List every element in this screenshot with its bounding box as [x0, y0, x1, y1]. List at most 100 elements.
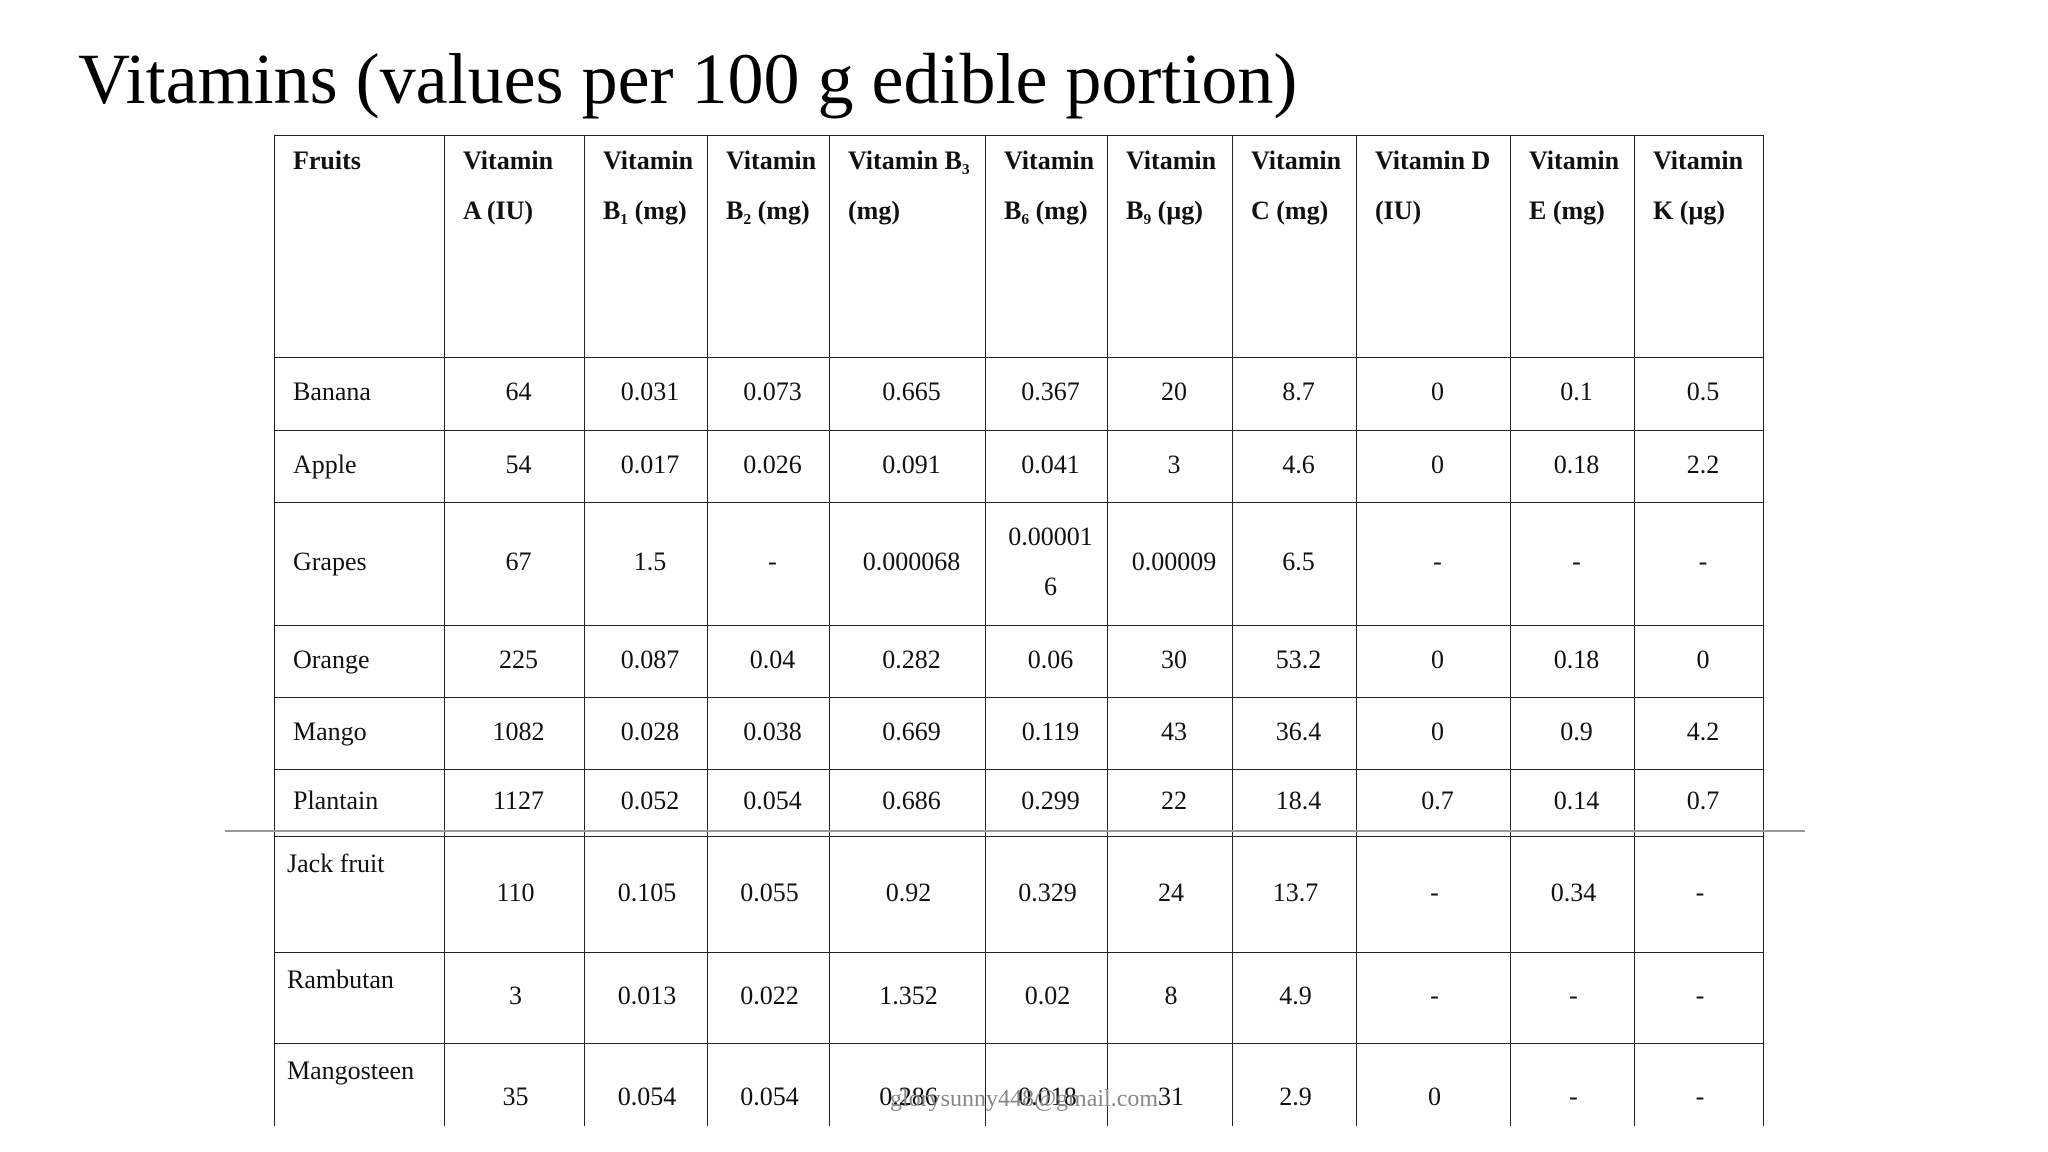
value-cell: 3: [444, 952, 585, 1044]
table-row: Mango 1082 0.028 0.038 0.669 0.119 43 36.4 0 0.9 4…: [274, 697, 1764, 770]
value-cell: 0.054: [584, 1043, 708, 1126]
fruit-name: Rambutan: [274, 952, 445, 1044]
value-cell: 0.7: [1634, 769, 1764, 837]
vitamin-table: Fruits Vitamin A (IU) Vitamin B₁ (mg) Vitam…: [274, 135, 1764, 1126]
value-cell: 0.9: [1510, 697, 1635, 770]
value-cell: 0.000068: [829, 502, 986, 626]
header-cell: Vitamin B₃ (mg): [829, 135, 986, 358]
value-cell: -: [1510, 1043, 1635, 1126]
value-cell: 0.000016: [985, 502, 1108, 626]
header-cell: Vitamin B₆ (mg): [985, 135, 1108, 358]
value-cell: 1.352: [829, 952, 986, 1044]
value-cell: 0.052: [584, 769, 708, 837]
value-cell: -: [1356, 836, 1511, 953]
value-cell: 0: [1356, 625, 1511, 698]
value-cell: 0.04: [707, 625, 830, 698]
value-cell: 8: [1107, 952, 1233, 1044]
value-cell: 18.4: [1232, 769, 1357, 837]
value-cell: 0.00009: [1107, 502, 1233, 626]
header-row: Fruits Vitamin A (IU) Vitamin B₁ (mg) Vitam…: [274, 135, 1764, 358]
header-cell: Vitamin C (mg): [1232, 135, 1357, 358]
value-cell: 4.9: [1232, 952, 1357, 1044]
value-cell: 0.669: [829, 697, 986, 770]
header-cell: Vitamin A (IU): [444, 135, 585, 358]
fruit-name: Mango: [274, 697, 445, 770]
value-cell: 3: [1107, 430, 1233, 503]
value-cell: 0.026: [707, 430, 830, 503]
value-cell: 4.2: [1634, 697, 1764, 770]
table-row: Apple 54 0.017 0.026 0.091 0.041 3 4.6 0 0.18 2.2: [274, 430, 1764, 503]
value-cell: 0.1: [1510, 357, 1635, 431]
value-cell: 0.282: [829, 625, 986, 698]
value-cell: -: [1510, 502, 1635, 626]
separator-line: [225, 830, 1805, 832]
value-cell: 1082: [444, 697, 585, 770]
value-cell: 0: [1356, 697, 1511, 770]
fruit-name: Banana: [274, 357, 445, 431]
table-row: Jack fruit 110 0.105 0.055 0.92 0.329 24 13.7-0…: [274, 836, 1764, 953]
fruit-name: Grapes: [274, 502, 445, 626]
value-cell: 0.038: [707, 697, 830, 770]
value-cell: 0.14: [1510, 769, 1635, 837]
value-cell: 20: [1107, 357, 1233, 431]
value-cell: 2.2: [1634, 430, 1764, 503]
value-cell: 43: [1107, 697, 1233, 770]
value-cell: 0.34: [1510, 836, 1635, 953]
title: Vitamins (values per 100 g edible portio…: [78, 39, 1298, 119]
value-cell: 54: [444, 430, 585, 503]
header-cell: Vitamin B₁ (mg): [584, 135, 708, 358]
value-cell: 31: [1107, 1043, 1233, 1126]
value-cell: 0.119: [985, 697, 1108, 770]
table-row: Orange 225 0.087 0.04 0.282 0.06 30 53.2 0 0.18 0: [274, 625, 1764, 698]
value-cell: 0.073: [707, 357, 830, 431]
value-cell: 0.665: [829, 357, 986, 431]
fruit-name: Apple: [274, 430, 445, 503]
value-cell: 0.013: [584, 952, 708, 1044]
header-cell: Vitamin D (IU): [1356, 135, 1511, 358]
fruit-name: Plantain: [274, 769, 445, 837]
value-cell: 0.18: [1510, 625, 1635, 698]
value-cell: 22: [1107, 769, 1233, 837]
table-row: Mangosteen 35 0.054 0.054 0.286 0.018 31 2.9 0- -: [274, 1043, 1764, 1126]
value-cell: 1.5: [584, 502, 708, 626]
value-cell: 0: [1356, 430, 1511, 503]
table-row: Plantain 1127 0.052 0.054 0.686 0.299 22 18.4 0.…: [274, 769, 1764, 837]
value-cell: 0.054: [707, 769, 830, 837]
table-wrap: Fruits Vitamin A (IU) Vitamin B₁ (mg) Vitam…: [274, 135, 1766, 1126]
header-cell: Vitamin K (µg): [1634, 135, 1764, 358]
value-cell: 0.054: [707, 1043, 830, 1126]
value-cell: 0.028: [584, 697, 708, 770]
value-cell: -: [1356, 952, 1511, 1044]
value-cell: 0.92: [829, 836, 986, 953]
value-cell: -: [1634, 1043, 1764, 1126]
value-cell: 0.018: [985, 1043, 1108, 1126]
value-cell: 8.7: [1232, 357, 1357, 431]
value-cell: 13.7: [1232, 836, 1357, 953]
fruit-name: Orange: [274, 625, 445, 698]
value-cell: 0.5: [1634, 357, 1764, 431]
value-cell: -: [1634, 502, 1764, 626]
header-cell: Vitamin E (mg): [1510, 135, 1635, 358]
header-cell: Vitamin B₂ (mg): [707, 135, 830, 358]
value-cell: 0: [1356, 1043, 1511, 1126]
value-cell: 0.7: [1356, 769, 1511, 837]
value-cell: 225: [444, 625, 585, 698]
value-cell: -: [707, 502, 830, 626]
value-cell: 0.299: [985, 769, 1108, 837]
value-cell: 0.055: [707, 836, 830, 953]
value-cell: 0.041: [985, 430, 1108, 503]
value-cell: 0.686: [829, 769, 986, 837]
value-cell: 67: [444, 502, 585, 626]
table-row: Rambutan 3 0.013 0.022 1.352 0.02 8 4.9- - -: [274, 952, 1764, 1044]
value-cell: 0.091: [829, 430, 986, 503]
fruit-name: Mangosteen: [274, 1043, 445, 1126]
header-cell: Vitamin B₉ (µg): [1107, 135, 1233, 358]
value-cell: 2.9: [1232, 1043, 1357, 1126]
value-cell: 0.06: [985, 625, 1108, 698]
fruit-name: Jack fruit: [274, 836, 445, 953]
value-cell: 0.02: [985, 952, 1108, 1044]
header-cell: Fruits: [274, 135, 445, 358]
table-row: Grapes 67 1.5-0.000068 0.000016 0.00009 6.5- -…: [274, 502, 1764, 626]
value-cell: 4.6: [1232, 430, 1357, 503]
value-cell: 0.031: [584, 357, 708, 431]
